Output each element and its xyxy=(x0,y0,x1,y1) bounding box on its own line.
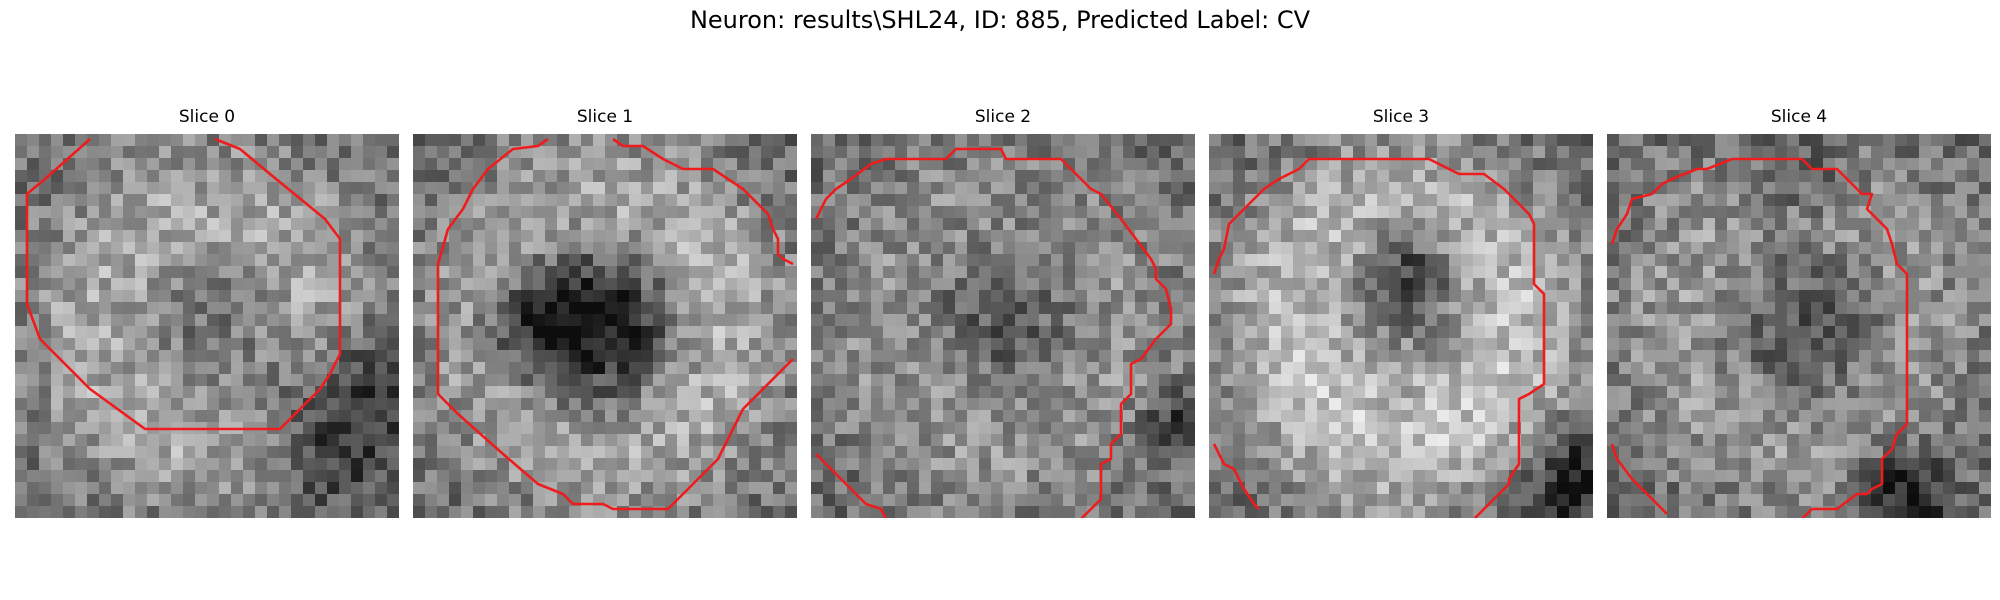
slice-title-1: Slice 1 xyxy=(576,107,634,127)
slice-panel-3: Slice 3 xyxy=(1209,107,1593,518)
slice-image-4 xyxy=(1607,134,1991,518)
slice-title-4: Slice 4 xyxy=(1770,107,1828,127)
slice-panel-2: Slice 2 xyxy=(811,107,1195,518)
slice-image-2 xyxy=(811,134,1195,518)
roi-contour-3-lower-left xyxy=(1212,443,1260,510)
slice-image-0 xyxy=(15,134,399,518)
roi-contour-1-upper xyxy=(612,137,794,266)
roi-contour-4-lower-left xyxy=(1610,443,1668,515)
slice-panel-4: Slice 4 xyxy=(1607,107,1991,518)
roi-contour-2-lower-left xyxy=(815,453,887,518)
slice-title-2: Slice 2 xyxy=(974,107,1032,127)
slice-pixels-3 xyxy=(1209,134,1593,518)
roi-contour-3-main xyxy=(1212,157,1546,518)
slice-pixels-2 xyxy=(811,134,1195,518)
slice-title-3: Slice 3 xyxy=(1372,107,1430,127)
slice-panel-1: Slice 1 xyxy=(413,107,797,518)
slice-title-0: Slice 0 xyxy=(178,107,236,127)
roi-contour-1-main xyxy=(436,137,794,511)
slice-panel-0: Slice 0 xyxy=(15,107,399,518)
slice-pixels-1 xyxy=(413,134,797,518)
roi-contour-0 xyxy=(25,137,342,431)
roi-contour-4-main xyxy=(1610,157,1909,518)
slice-image-1 xyxy=(413,134,797,518)
slice-pixels-0 xyxy=(15,134,399,518)
roi-contour-2-main xyxy=(814,147,1173,518)
figure-title: Neuron: results\SHL24, ID: 885, Predicte… xyxy=(689,6,1311,34)
slice-pixels-4 xyxy=(1607,134,1991,518)
slice-image-3 xyxy=(1209,134,1593,518)
